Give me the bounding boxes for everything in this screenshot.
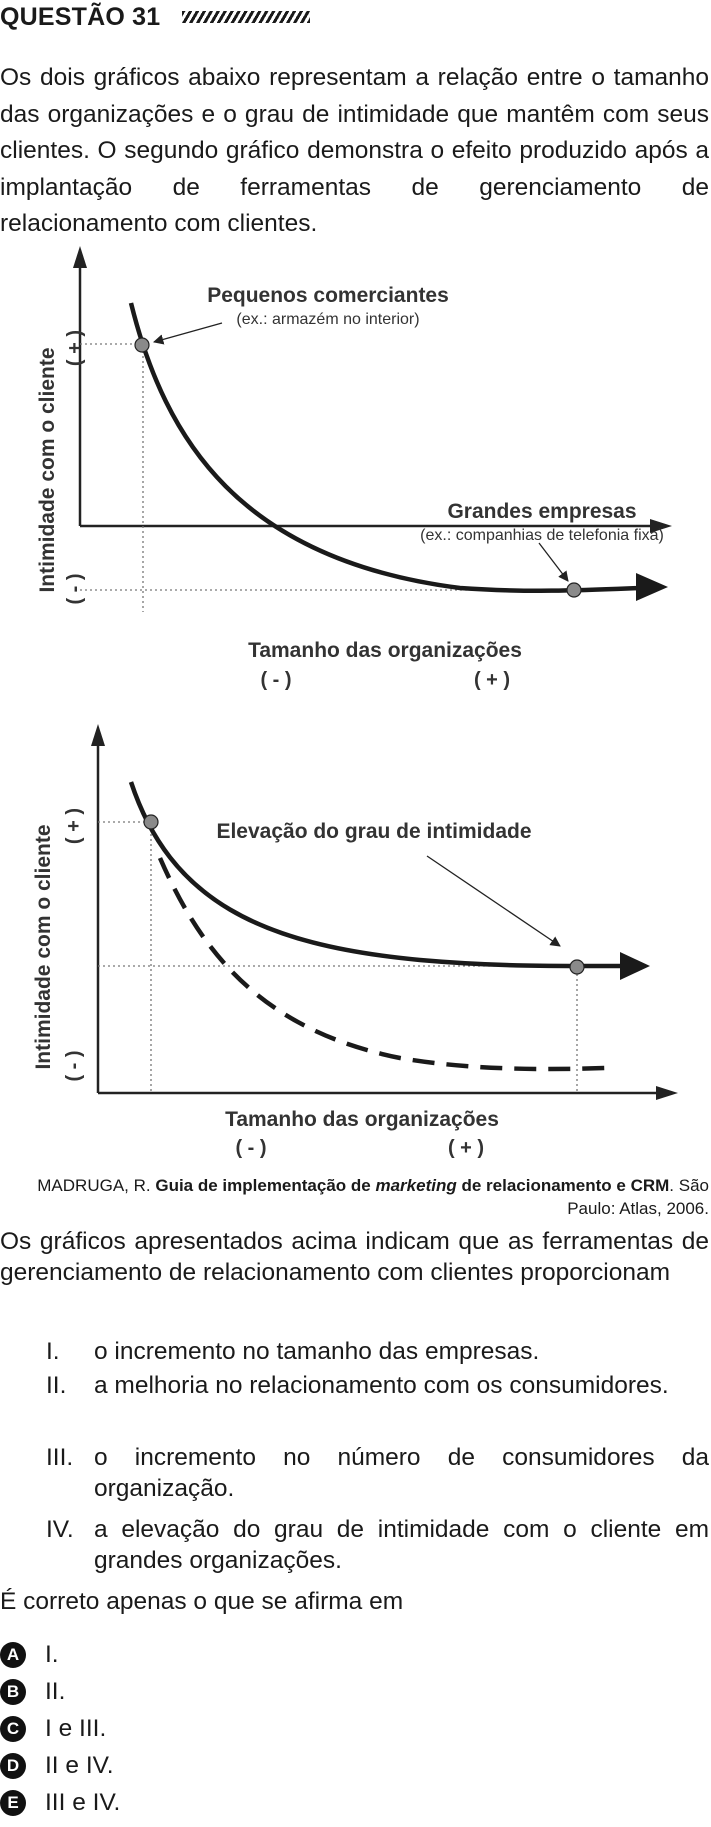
question-prompt: Os gráficos apresentados acima indicam q… (0, 1228, 709, 1286)
citation-title-italic: marketing (375, 1176, 457, 1195)
x-axis-plus: ( + ) (474, 669, 510, 691)
x-axis-plus: ( + ) (448, 1137, 484, 1159)
y-axis-minus: ( - ) (63, 1050, 85, 1081)
point-small (143, 814, 159, 830)
citation: MADRUGA, R. Guia de implementação de mar… (9, 1174, 709, 1220)
figure-chart-2: Elevação do grau de intimidade Intimidad… (32, 724, 678, 1159)
option-e[interactable]: E III e IV. (0, 1788, 300, 1818)
y-axis-arrowhead (91, 724, 105, 746)
citation-rest: . São Paulo: Atlas, 2006. (567, 1176, 709, 1218)
x-axis-label: Tamanho das organizações (225, 1108, 499, 1131)
option-b[interactable]: B II. (0, 1677, 300, 1707)
y-axis-plus: ( + ) (63, 808, 85, 844)
option-c[interactable]: C I e III. (0, 1714, 300, 1744)
curve-arrowhead (620, 952, 650, 980)
intimacy-curve (128, 302, 641, 593)
question-title: QUESTÃO 31 (0, 2, 161, 31)
statement-text: o incremento no número de consumidores d… (94, 1444, 709, 1502)
y-axis-label: Intimidade com o cliente (36, 347, 59, 592)
statement-number: IV. (46, 1516, 74, 1543)
option-letter-badge: C (0, 1716, 26, 1742)
statement-item: I. o incremento no tamanho das empresas. (0, 1336, 709, 1367)
statement-text: a elevação do grau de intimidade com o c… (94, 1516, 709, 1574)
y-axis-label: Intimidade com o cliente (32, 824, 55, 1069)
question-header: QUESTÃO 31 (0, 0, 311, 34)
option-a[interactable]: A I. (0, 1640, 300, 1670)
statement-text: a melhoria no relacionamento com os cons… (94, 1372, 669, 1399)
annotation-1-title: Pequenos comerciantes (207, 284, 449, 307)
annotation-2-subtitle: (ex.: companhias de telefonia fixa) (420, 527, 664, 544)
question-intro: Os dois gráficos abaixo representam a re… (0, 64, 709, 237)
x-axis-arrowhead (656, 1086, 678, 1100)
point-small-merchants (134, 337, 150, 353)
annotation-arrow (426, 855, 561, 947)
x-axis-arrowhead (650, 519, 672, 533)
option-letter-badge: B (0, 1679, 26, 1705)
option-text: III e IV. (45, 1789, 121, 1816)
statement-item: II. a melhoria no relacionamento com os … (0, 1370, 709, 1432)
option-letter-badge: A (0, 1642, 26, 1668)
citation-author: MADRUGA, R. (37, 1176, 151, 1195)
annotation-1-subtitle: (ex.: armazém no interior) (236, 311, 419, 328)
option-letter-badge: D (0, 1753, 26, 1779)
annotation-arrow-2 (538, 542, 569, 582)
option-letter-badge: E (0, 1790, 26, 1816)
statement-item: IV. a elevação do grau de intimidade com… (0, 1514, 709, 1576)
statement-number: II. (46, 1372, 67, 1399)
statement-number: I. (46, 1338, 60, 1365)
annotation-2-title: Grandes empresas (447, 500, 636, 523)
decorative-hatch (182, 11, 311, 23)
point-large-companies (566, 582, 582, 598)
statement-text: o incremento no tamanho das empresas. (94, 1338, 540, 1365)
x-axis-label: Tamanho das organizações (248, 639, 522, 662)
statement-number: III. (46, 1444, 74, 1471)
annotation-arrow-1 (152, 322, 223, 345)
option-text: I e III. (45, 1715, 107, 1742)
y-axis-arrowhead (73, 246, 87, 268)
x-axis-minus: ( - ) (260, 669, 291, 691)
option-text: II. (45, 1678, 66, 1705)
annotation-title: Elevação do grau de intimidade (216, 820, 531, 843)
point-large (569, 959, 585, 975)
x-axis-minus: ( - ) (235, 1137, 266, 1159)
y-axis-plus: ( + ) (64, 330, 86, 366)
citation-title-part2: de relacionamento e CRM (461, 1176, 670, 1195)
figure-chart-1: Pequenos comerciantes (ex.: armazém no i… (36, 246, 672, 691)
citation-title-part1: Guia de implementação de (155, 1176, 371, 1195)
improved-curve (128, 781, 626, 969)
statement-item: III. o incremento no número de consumido… (0, 1442, 709, 1504)
curve-arrowhead (636, 573, 668, 601)
option-text: I. (45, 1641, 59, 1668)
option-d[interactable]: D II e IV. (0, 1751, 300, 1781)
question-ask: É correto apenas o que se afirma em (0, 1588, 404, 1615)
option-text: II e IV. (45, 1752, 114, 1779)
y-axis-minus: ( - ) (64, 573, 86, 604)
original-curve-dashed (157, 857, 606, 1072)
